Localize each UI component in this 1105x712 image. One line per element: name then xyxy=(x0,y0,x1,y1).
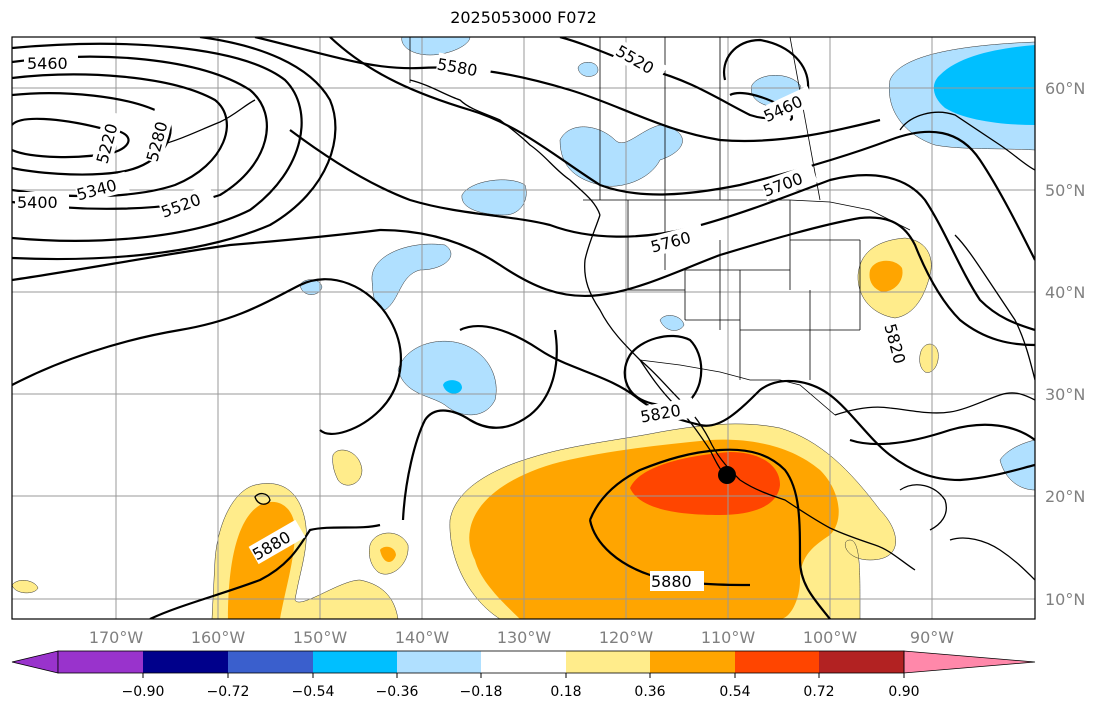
coast-gulf xyxy=(834,392,1035,416)
contour-5220 xyxy=(12,117,130,159)
colorbar-segment-1 xyxy=(58,651,143,673)
neg-area-california xyxy=(659,315,685,331)
colorbar-segment-7 xyxy=(566,651,650,673)
lon-label-140w: 140°W xyxy=(395,628,450,647)
border-canada-us xyxy=(583,199,911,231)
contour-5280 xyxy=(12,92,172,176)
colorbar: −0.90 −0.72 −0.54 −0.36 −0.18 0.18 0.36 … xyxy=(11,650,1036,700)
coast-hawaii xyxy=(254,492,271,505)
neg-area-canada-east-core xyxy=(933,45,1035,125)
coast-yucatan xyxy=(899,484,947,531)
colorbar-segment-3 xyxy=(228,651,313,673)
colorbar-extend-left xyxy=(11,650,59,674)
colorbar-segment-4 xyxy=(313,651,397,673)
neg-area-top xyxy=(401,37,471,56)
lat-label-30n: 30°N xyxy=(1045,385,1085,404)
colorbar-label-10: 0.90 xyxy=(888,684,919,700)
contour-5700 xyxy=(289,129,1035,332)
contour-5880-east xyxy=(588,448,831,619)
lat-label-10n: 10°N xyxy=(1045,590,1085,609)
lon-label-170w: 170°W xyxy=(89,628,144,647)
colorbar-label-6: 0.18 xyxy=(550,684,581,700)
colorbar-label-5: −0.18 xyxy=(460,684,503,700)
contour-5520-west xyxy=(12,37,337,261)
contour-label-5400: 5400 xyxy=(17,193,58,212)
neg-area-yukon xyxy=(577,62,599,77)
colorbar-segment-2 xyxy=(143,651,228,673)
coast-aleutians xyxy=(159,99,256,146)
colorbar-extend-right xyxy=(903,650,1036,674)
colorbar-label-8: 0.54 xyxy=(719,684,750,700)
border-us-mexico xyxy=(639,359,836,416)
coast-mexico-south xyxy=(739,479,916,571)
borders xyxy=(409,37,911,416)
contour-5760 xyxy=(12,216,1035,347)
pos-area-core xyxy=(630,452,780,515)
contour-5880-west xyxy=(149,523,381,619)
colorbar-label-3: −0.54 xyxy=(292,684,335,700)
pos-area-small-2-core xyxy=(380,546,396,562)
neg-area-alaska xyxy=(559,124,683,187)
map-title: 2025053000 F072 xyxy=(450,8,597,27)
coast-north-america-west xyxy=(584,214,741,481)
pos-area-small-1 xyxy=(332,449,363,486)
height-contours xyxy=(12,37,1035,619)
colorbar-label-2: −0.72 xyxy=(207,684,250,700)
colorbar-label-7: 0.36 xyxy=(634,684,665,700)
pos-area-midwest-core xyxy=(869,260,903,292)
neg-area-pacific-3 xyxy=(397,341,497,416)
lat-label-40n: 40°N xyxy=(1045,283,1085,302)
lon-label-150w: 150°W xyxy=(293,628,348,647)
contour-5640 xyxy=(329,37,1035,261)
colorbar-segment-9 xyxy=(735,651,819,673)
contour-5880-mid xyxy=(401,329,558,521)
colorbar-ticks xyxy=(142,673,905,678)
contour-5400 xyxy=(12,55,268,210)
colorbar-label-4: −0.36 xyxy=(376,684,419,700)
lat-label-60n: 60°N xyxy=(1045,79,1085,98)
plot-border xyxy=(11,36,1036,620)
lon-label-120w: 120°W xyxy=(599,628,654,647)
contour-labels: 5460 5580 5520 5460 5220 5280 5340 5400 … xyxy=(15,40,914,591)
lon-label-160w: 160°W xyxy=(191,628,246,647)
colorbar-segment-10 xyxy=(819,651,904,673)
colorbar-label-9: 0.72 xyxy=(803,684,834,700)
colorbar-segment-8 xyxy=(650,651,735,673)
lon-label-100w: 100°W xyxy=(803,628,858,647)
colorbar-segment-6 xyxy=(481,651,566,673)
pos-area-southeast xyxy=(919,343,939,373)
lon-label-90w: 90°W xyxy=(910,628,954,647)
coast-alaska xyxy=(409,79,601,216)
contour-5820-main xyxy=(12,278,1035,482)
lon-label-110w: 110°W xyxy=(701,628,756,647)
pos-area-small-3 xyxy=(12,580,39,594)
storm-center-marker xyxy=(718,466,736,484)
colorbar-segment-5 xyxy=(397,651,481,673)
contour-label-5880-south: 5880 xyxy=(651,572,692,591)
coast-baja xyxy=(639,359,726,476)
contour-5580 xyxy=(254,37,881,143)
neg-area-gulf-mexico xyxy=(999,439,1035,491)
contour-5820-south-east xyxy=(849,423,1035,446)
border-canada-provinces xyxy=(599,37,821,201)
lon-label-130w: 130°W xyxy=(497,628,552,647)
coast-hudson xyxy=(899,111,1035,171)
neg-area-pacific-3-core xyxy=(443,380,462,394)
contour-label-5460-west: 5460 xyxy=(27,54,68,73)
latitude-labels: 60°N 50°N 40°N 30°N 20°N 10°N xyxy=(1045,79,1085,609)
lat-label-50n: 50°N xyxy=(1045,181,1085,200)
contour-5460-west xyxy=(12,42,303,242)
colorbar-label-1: −0.90 xyxy=(122,684,165,700)
coastlines xyxy=(159,79,1035,581)
lat-label-20n: 20°N xyxy=(1045,487,1085,506)
longitude-labels: 170°W 160°W 150°W 140°W 130°W 120°W 110°… xyxy=(89,628,954,647)
coast-east xyxy=(954,234,1035,381)
coast-caribbean xyxy=(949,537,1035,581)
